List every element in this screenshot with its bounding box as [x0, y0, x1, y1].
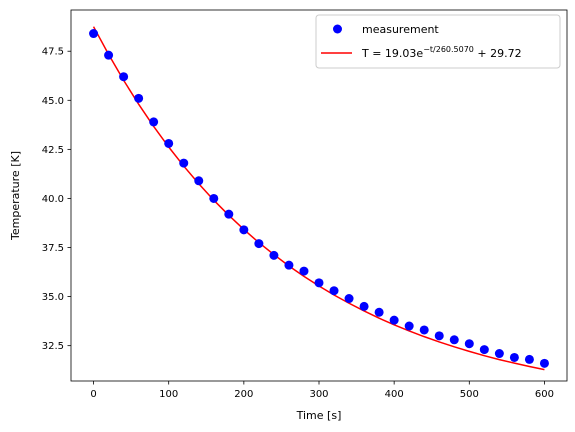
x-tick-label: 100 [159, 389, 178, 400]
measurement-point [344, 294, 354, 304]
measurement-point [209, 193, 219, 203]
measurement-point [119, 72, 129, 82]
measurement-point [449, 335, 459, 345]
measurement-point [269, 250, 279, 260]
measurement-point [494, 349, 504, 359]
legend-label-fit-exponent: −t/260.5070 [423, 45, 474, 54]
measurement-point [194, 176, 204, 186]
legend-label-fit: T = 19.03e−t/260.5070 + 29.72 [361, 45, 522, 60]
x-axis-ticks: 0 100 200 300 400 500 600 [90, 381, 554, 400]
measurement-point [299, 266, 309, 276]
measurement-point [524, 354, 534, 364]
y-tick-label: 37.5 [42, 243, 64, 254]
measurement-point [314, 278, 324, 288]
measurement-point [359, 301, 369, 311]
x-tick-label: 400 [385, 389, 404, 400]
y-axis-label: Temperature [K] [9, 151, 22, 241]
measurement-point [464, 339, 474, 349]
y-tick-label: 40.0 [42, 194, 64, 205]
measurement-point [134, 93, 144, 103]
y-tick-label: 32.5 [42, 341, 64, 352]
measurement-point [434, 331, 444, 341]
x-tick-label: 300 [309, 389, 328, 400]
y-tick-label: 45.0 [42, 96, 64, 107]
measurement-point [479, 345, 489, 355]
x-tick-label: 500 [460, 389, 479, 400]
measurement-points [89, 29, 549, 368]
y-tick-label: 42.5 [42, 145, 64, 156]
legend-label-fit-prefix: T = 19.03e [361, 47, 423, 60]
measurement-point [284, 260, 294, 270]
measurement-point [164, 138, 174, 148]
legend-label-fit-suffix: + 29.72 [474, 47, 522, 60]
measurement-point [179, 158, 189, 168]
measurement-point [539, 358, 549, 368]
measurement-point [104, 50, 114, 60]
y-tick-label: 47.5 [42, 47, 64, 58]
measurement-point [419, 325, 429, 335]
measurement-point [224, 209, 234, 219]
measurement-point [404, 321, 414, 331]
plot-area [71, 10, 567, 381]
plot-frame [70, 9, 568, 382]
measurement-point [389, 315, 399, 325]
y-axis-ticks: 32.5 35.0 37.5 40.0 42.5 45.0 47.5 [42, 47, 71, 352]
measurement-point [509, 352, 519, 362]
legend-box [315, 14, 561, 69]
measurement-point [374, 307, 384, 317]
measurement-point [329, 286, 339, 296]
x-tick-label: 200 [234, 389, 253, 400]
measurement-point [254, 239, 264, 249]
measurement-point [149, 117, 159, 127]
legend: measurement T = 19.03e−t/260.5070 + 29.7… [315, 14, 561, 69]
legend-marker-measurement [333, 24, 342, 34]
legend-label-measurement: measurement [362, 23, 439, 36]
measurement-point [239, 225, 249, 235]
x-tick-label: 600 [535, 389, 554, 400]
x-tick-label: 0 [90, 389, 96, 400]
x-axis-label: Time [s] [296, 409, 342, 422]
y-tick-label: 35.0 [42, 292, 64, 303]
measurement-point [89, 29, 99, 39]
